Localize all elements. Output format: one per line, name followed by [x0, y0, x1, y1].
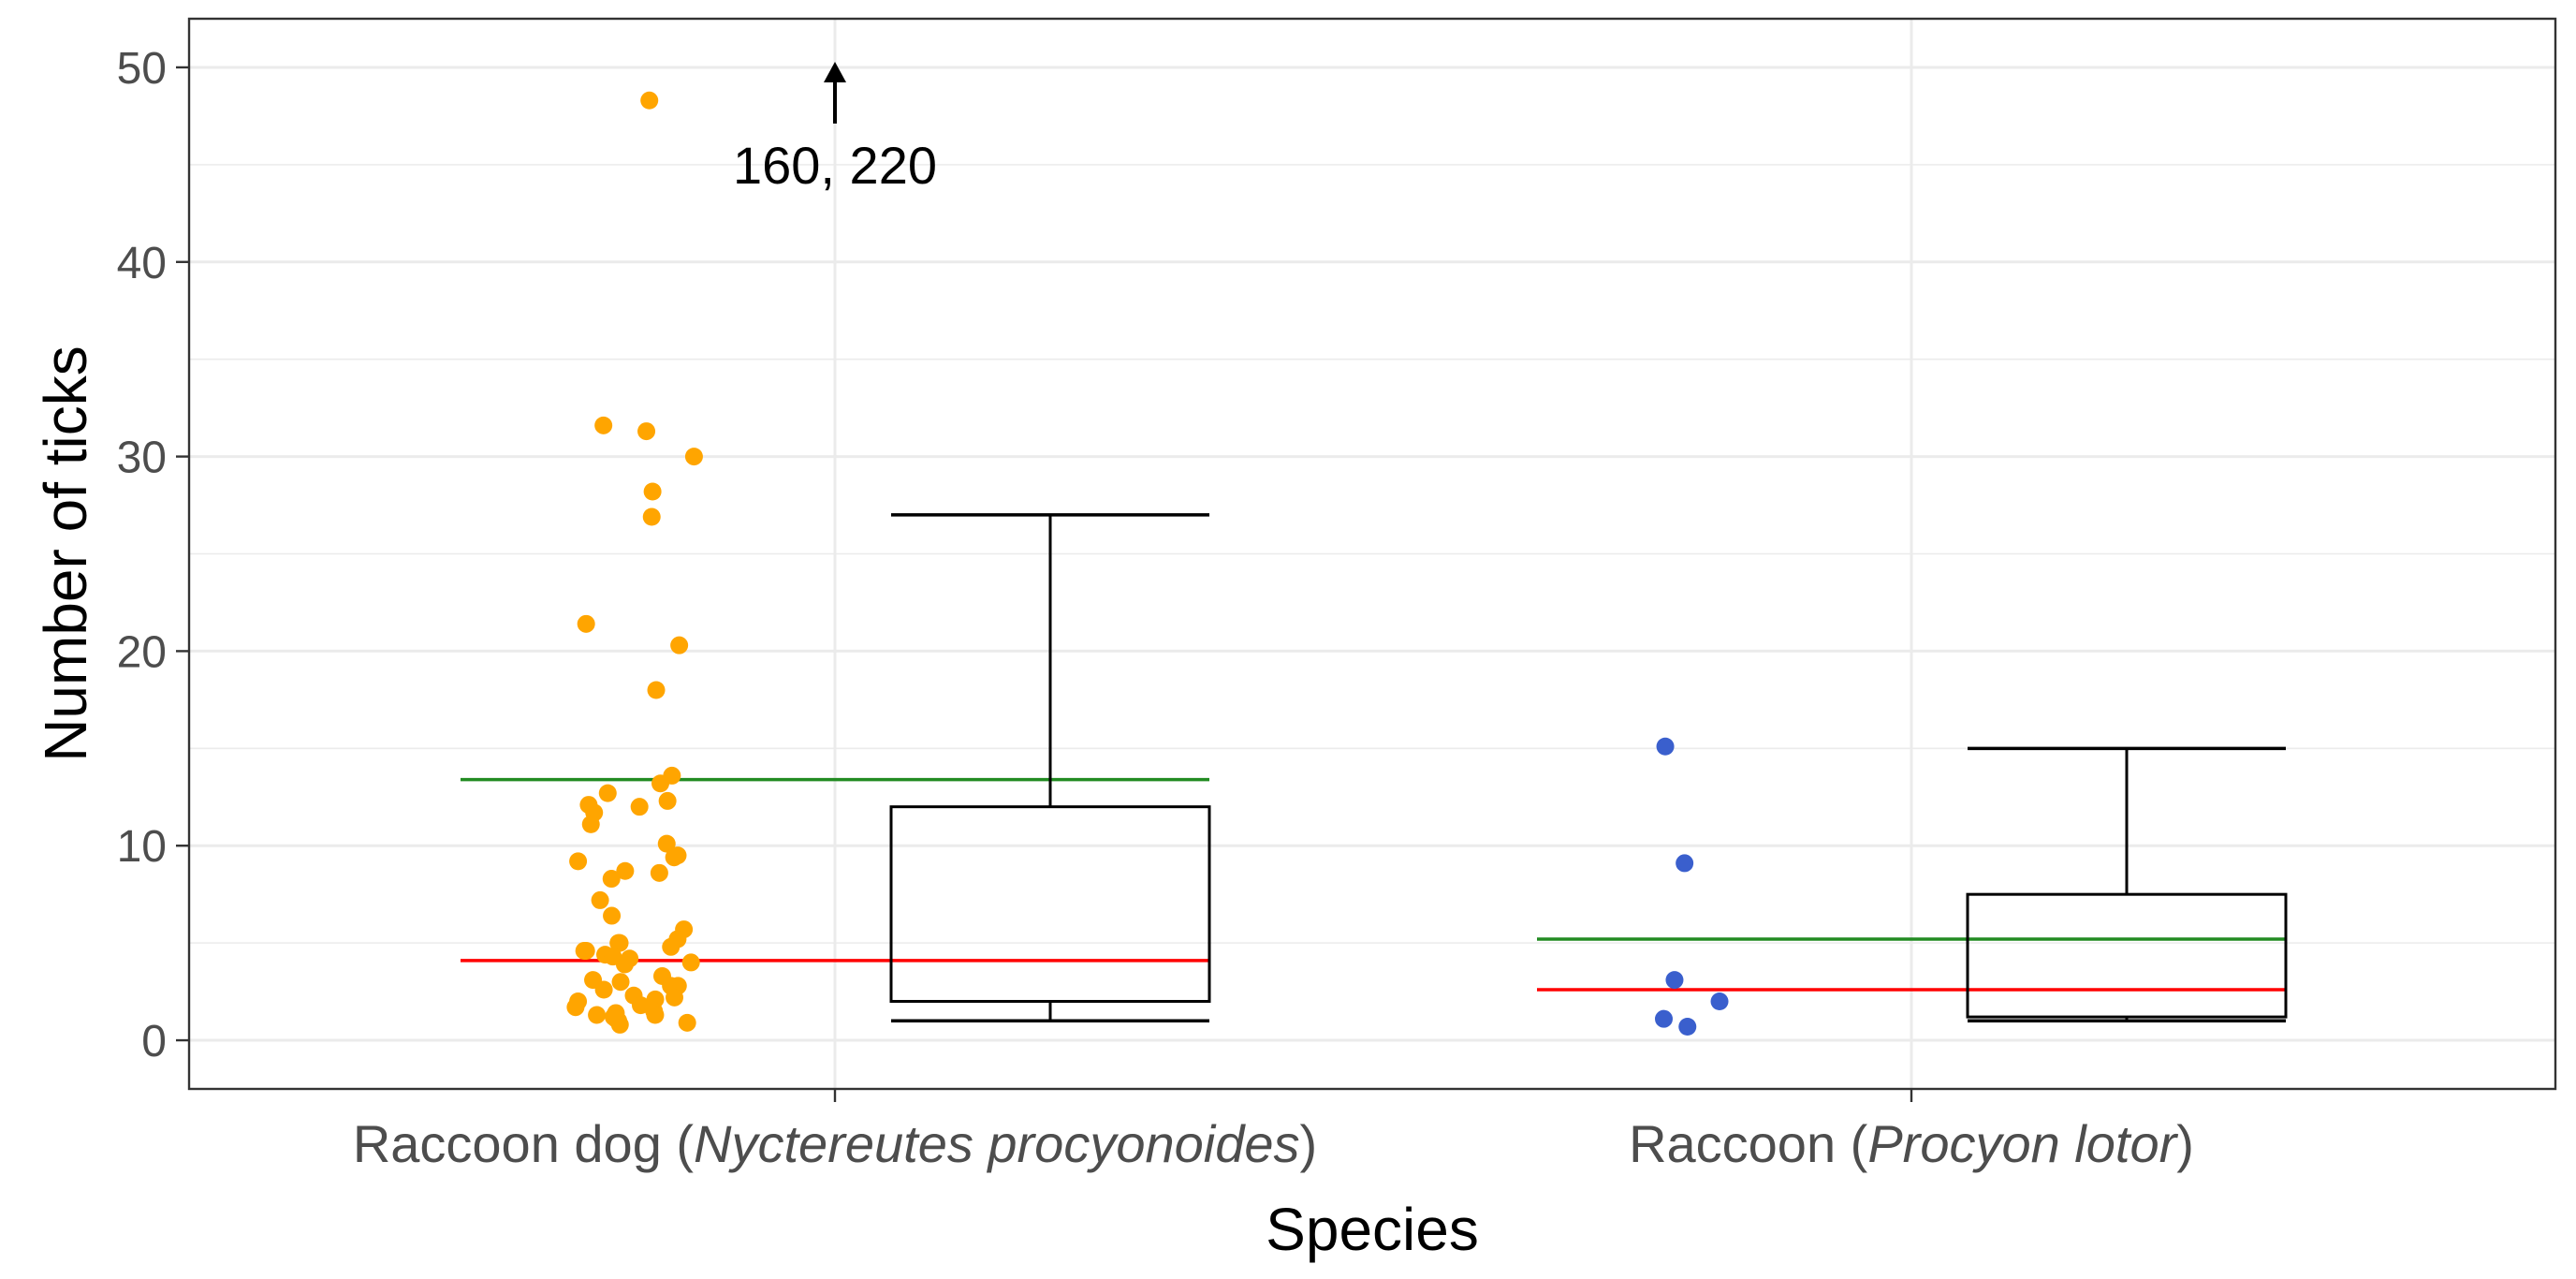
raccoon-series	[1537, 737, 2288, 1036]
data-point	[610, 1015, 629, 1034]
y-tick-label: 40	[117, 239, 167, 288]
data-point	[591, 890, 609, 909]
data-point	[598, 784, 617, 802]
data-point	[1676, 854, 1694, 873]
data-point	[647, 681, 666, 699]
data-point	[681, 953, 700, 972]
data-point	[646, 1006, 665, 1024]
data-point	[643, 482, 662, 501]
data-point	[1710, 992, 1729, 1010]
offscale-annotation-text: 160, 220	[733, 136, 937, 195]
data-point	[569, 852, 588, 871]
data-point	[670, 636, 689, 654]
data-point	[1678, 1017, 1697, 1036]
x-category-label-raccoon: Raccoon (Procyon lotor)	[1629, 1114, 2194, 1173]
y-axis: 0 10 20 30 40 50	[117, 44, 189, 1066]
data-point	[642, 507, 661, 526]
y-tick-label: 10	[117, 822, 167, 872]
data-point	[566, 998, 585, 1017]
y-tick-label: 0	[141, 1017, 167, 1066]
data-point	[662, 937, 681, 956]
raccoon-dog-series	[461, 91, 1211, 1034]
grid-lines	[189, 19, 2555, 1089]
data-point	[594, 980, 613, 999]
data-point	[611, 973, 630, 992]
data-point	[615, 955, 634, 974]
data-point	[666, 988, 684, 1007]
data-point	[657, 834, 676, 853]
box-iqr	[889, 805, 1211, 1003]
data-point	[651, 774, 670, 793]
offscale-arrow-head	[824, 61, 846, 82]
data-point	[1654, 1009, 1673, 1028]
panel-border	[187, 17, 2557, 1091]
data-point	[1665, 971, 1684, 990]
box-iqr	[1966, 892, 2288, 1019]
data-point	[575, 941, 593, 960]
x-category-label-raccoon-dog: Raccoon dog (Nyctereutes procyonoides)	[353, 1114, 1317, 1173]
x-axis: Raccoon dog (Nyctereutes procyonoides) R…	[353, 1089, 2194, 1173]
data-point	[588, 1006, 607, 1024]
data-point	[594, 416, 613, 434]
x-axis-title: Species	[1266, 1196, 1479, 1263]
data-point	[630, 798, 649, 816]
data-point	[665, 848, 683, 867]
data-point	[658, 791, 677, 810]
data-point	[678, 1013, 696, 1032]
y-tick-label: 20	[117, 627, 167, 677]
data-point	[610, 934, 629, 952]
y-tick-label: 30	[117, 434, 167, 483]
data-point	[637, 422, 656, 441]
data-point	[1656, 737, 1675, 756]
data-point	[581, 815, 600, 833]
y-axis-title: Number of ticks	[32, 345, 99, 762]
data-point	[631, 996, 650, 1015]
data-point	[577, 614, 595, 633]
data-point	[650, 863, 668, 882]
offscale-annotation: 160, 220	[733, 61, 937, 195]
y-tick-label: 50	[117, 44, 167, 94]
data-point	[603, 906, 622, 925]
data-point	[684, 448, 703, 466]
data-point	[602, 870, 621, 889]
data-point	[640, 91, 659, 110]
data-point	[616, 861, 635, 880]
